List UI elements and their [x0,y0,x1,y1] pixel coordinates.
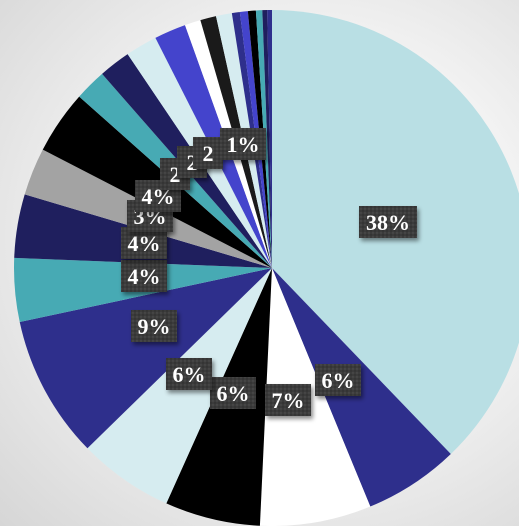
data-label-text: 4% [128,231,161,256]
data-label-text: 1% [227,132,260,157]
data-label-5: 6% [166,358,212,390]
pie-slice-22 [262,10,272,269]
data-label-text: 4% [128,264,161,289]
data-label-box [265,384,311,416]
data-label-text: 6% [173,362,206,387]
data-label-13: 2 [193,137,223,169]
data-label-text: 2 [187,150,198,175]
data-label-3: 7% [265,384,311,416]
pie-slice-3 [259,268,371,526]
data-label-text: 6% [217,381,250,406]
data-label-text: 2 [203,141,214,166]
pie-data-labels: 38%6%7%6%6%9%4%4%3%4%2 2 2 1% [121,128,417,416]
data-label-6: 9% [131,310,177,342]
pie-slice-6 [19,268,272,449]
data-label-14: 1% [220,128,266,160]
data-label-text: 6% [322,368,355,393]
data-label-box [121,227,167,259]
data-label-box [166,358,212,390]
pie-slice-23 [267,10,272,268]
data-label-text: 2 [170,162,181,187]
data-label-box [193,137,223,169]
data-label-text: 7% [272,388,305,413]
pie-slices [14,10,519,526]
data-label-text: 38% [366,210,410,235]
data-label-box [315,364,361,396]
data-label-box [121,260,167,292]
pie-slice-2 [272,268,451,507]
data-label-2: 6% [315,364,361,396]
data-label-box [210,377,256,409]
data-label-text: 9% [138,314,171,339]
data-label-box [359,206,417,238]
data-label-box [131,310,177,342]
data-label-1: 38% [359,206,417,238]
data-label-box [220,128,266,160]
data-label-8: 4% [121,227,167,259]
data-label-7: 4% [121,260,167,292]
data-label-10: 4% [135,180,181,212]
data-label-4: 6% [210,377,256,409]
